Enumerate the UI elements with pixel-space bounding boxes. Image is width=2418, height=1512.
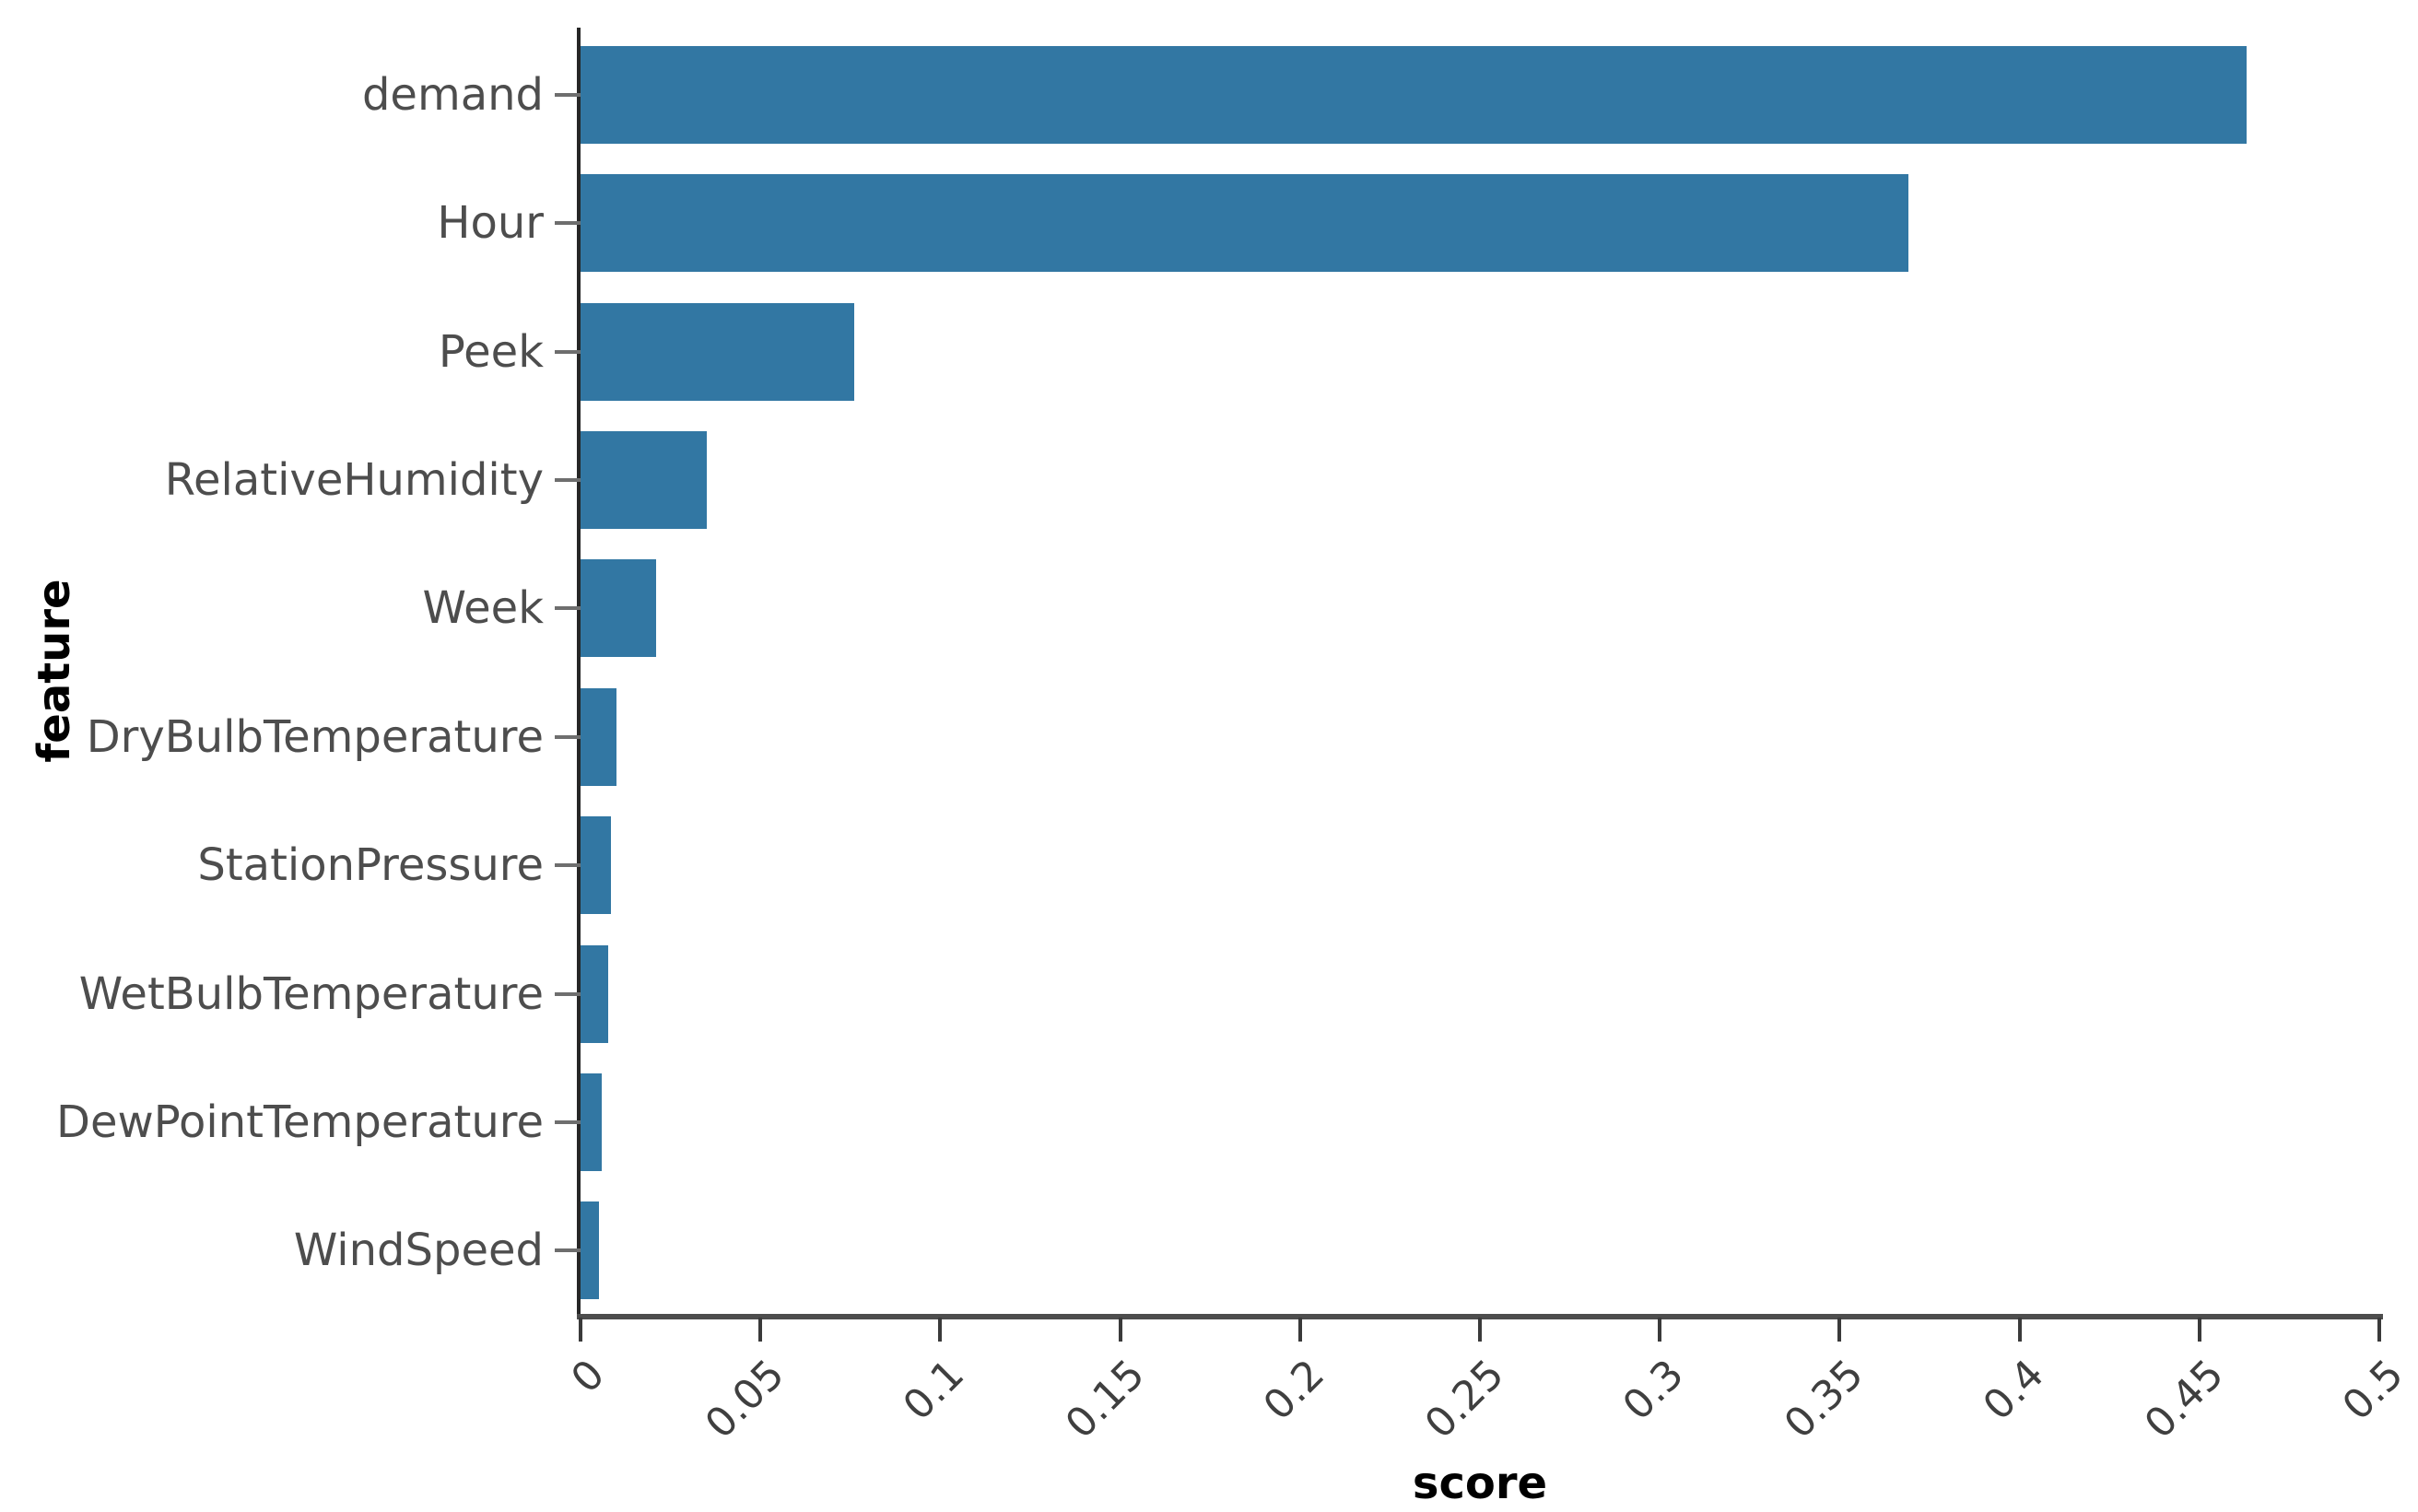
y-tick-label-DryBulbTemperature: DryBulbTemperature bbox=[86, 710, 544, 763]
x-tick-label-0.25: 0.25 bbox=[1415, 1351, 1514, 1448]
y-axis-title: feature bbox=[29, 579, 80, 763]
bar-Peek bbox=[581, 302, 854, 401]
y-tick-label-Hour: Hour bbox=[437, 197, 544, 250]
y-tick-label-Week: Week bbox=[422, 582, 544, 635]
y-tick-Hour bbox=[555, 221, 581, 226]
bar-DryBulbTemperature bbox=[581, 687, 617, 786]
x-tick-label-0.5: 0.5 bbox=[2333, 1351, 2413, 1430]
y-tick-DewPointTemperature bbox=[555, 1119, 581, 1124]
x-tick-label-0: 0 bbox=[562, 1351, 615, 1402]
y-tick-label-RelativeHumidity: RelativeHumidity bbox=[164, 453, 544, 506]
y-tick-label-DewPointTemperature: DewPointTemperature bbox=[56, 1096, 544, 1148]
bar-WindSpeed bbox=[581, 1201, 599, 1300]
x-tick-0.35 bbox=[1837, 1318, 1842, 1342]
x-tick-0 bbox=[579, 1318, 582, 1342]
bar-RelativeHumidity bbox=[581, 430, 707, 529]
y-tick-RelativeHumidity bbox=[555, 477, 581, 482]
y-tick-StationPressure bbox=[555, 863, 581, 868]
y-tick-label-WetBulbTemperature: WetBulbTemperature bbox=[78, 967, 544, 1020]
x-axis-line bbox=[577, 1314, 2383, 1319]
y-tick-Week bbox=[555, 606, 581, 611]
x-tick-label-0.3: 0.3 bbox=[1614, 1351, 1694, 1430]
bar-Week bbox=[581, 559, 656, 658]
y-tick-WetBulbTemperature bbox=[555, 991, 581, 996]
x-tick-label-0.35: 0.35 bbox=[1776, 1351, 1873, 1448]
bar-WetBulbTemperature bbox=[581, 944, 609, 1043]
bar-Hour bbox=[581, 174, 1908, 273]
y-tick-label-WindSpeed: WindSpeed bbox=[293, 1225, 544, 1277]
x-tick-label-0.45: 0.45 bbox=[2135, 1351, 2233, 1448]
x-tick-0.5 bbox=[2377, 1318, 2381, 1342]
bar-StationPressure bbox=[581, 816, 612, 915]
x-tick-0.05 bbox=[758, 1318, 763, 1342]
x-tick-label-0.4: 0.4 bbox=[1974, 1351, 2053, 1430]
bar-DewPointTemperature bbox=[581, 1072, 603, 1171]
x-tick-label-0.05: 0.05 bbox=[696, 1351, 794, 1448]
x-tick-label-0.2: 0.2 bbox=[1254, 1351, 1333, 1430]
y-tick-demand bbox=[555, 92, 581, 97]
x-tick-0.25 bbox=[1478, 1318, 1482, 1342]
x-axis-title: score bbox=[1412, 1458, 1548, 1509]
x-tick-0.3 bbox=[1658, 1318, 1662, 1342]
x-tick-0.2 bbox=[1297, 1318, 1302, 1342]
x-tick-0.45 bbox=[2197, 1318, 2201, 1342]
x-tick-0.1 bbox=[938, 1318, 943, 1342]
x-tick-label-0.15: 0.15 bbox=[1056, 1351, 1154, 1448]
y-tick-WindSpeed bbox=[555, 1248, 581, 1253]
x-tick-0.15 bbox=[1118, 1318, 1122, 1342]
y-tick-label-Peek: Peek bbox=[438, 325, 544, 378]
x-tick-label-0.1: 0.1 bbox=[894, 1351, 974, 1430]
x-tick-0.4 bbox=[2017, 1318, 2022, 1342]
y-tick-label-StationPressure: StationPressure bbox=[197, 839, 544, 892]
y-tick-label-demand: demand bbox=[361, 68, 544, 121]
y-axis-line bbox=[577, 28, 581, 1318]
bar-demand bbox=[581, 45, 2247, 144]
y-tick-DryBulbTemperature bbox=[555, 734, 581, 739]
y-tick-Peek bbox=[555, 349, 581, 354]
